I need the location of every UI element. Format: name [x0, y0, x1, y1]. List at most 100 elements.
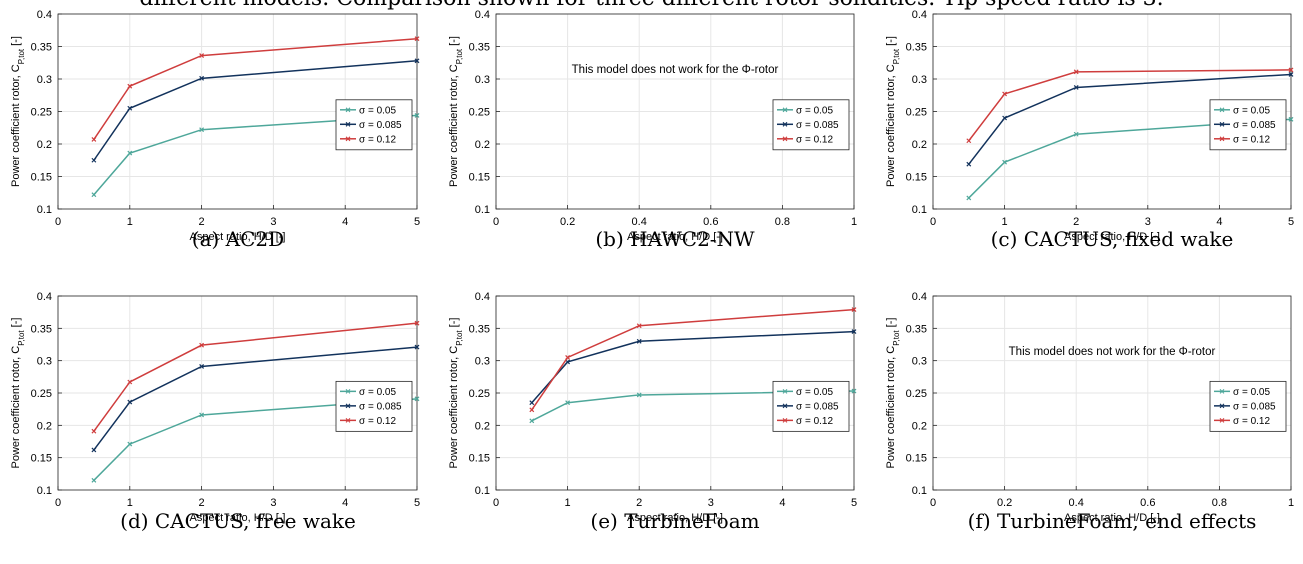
x-tick-label: 4: [342, 497, 348, 509]
x-tick-label: 0: [55, 497, 61, 509]
data-point: [529, 418, 535, 424]
x-tick-label: 5: [1288, 216, 1294, 228]
legend-entry: σ = 0.085: [796, 120, 839, 131]
series-line: [93, 37, 418, 140]
legend-entry: σ = 0.12: [1233, 416, 1270, 427]
y-axis-label: Power coefficient rotor, CP,tot [-]: [10, 318, 26, 469]
data-point: [966, 138, 972, 144]
data-point: [565, 355, 571, 360]
y-tick-label: 0.25: [31, 388, 52, 400]
data-point: [127, 105, 133, 111]
x-tick-label: 0.4: [632, 216, 647, 228]
y-tick-label: 0.15: [469, 172, 490, 184]
x-tick-label: 1: [1002, 216, 1008, 228]
y-axis-label: Power coefficient rotor, CP,tot [-]: [448, 36, 464, 187]
data-point: [91, 192, 97, 198]
series-line: [93, 60, 418, 161]
data-point: [1002, 115, 1008, 121]
series-line: [93, 322, 418, 432]
x-axis-label: Aspect ratio, H/D [-]: [190, 512, 286, 524]
data-point: [851, 307, 857, 313]
x-tick-label: 5: [414, 497, 420, 509]
data-point: [1288, 116, 1294, 122]
y-tick-label: 0.25: [31, 107, 52, 119]
legend-entry: σ = 0.05: [796, 387, 833, 398]
y-tick-label: 0.4: [37, 9, 52, 21]
y-tick-label: 0.25: [469, 107, 490, 119]
x-tick-label: 1: [127, 216, 133, 228]
data-point: [199, 75, 205, 81]
y-tick-label: 0.1: [912, 485, 927, 497]
y-tick-label: 0.2: [37, 420, 52, 432]
y-tick-label: 0.15: [906, 453, 927, 465]
data-point: [1288, 67, 1294, 73]
data-point: [529, 407, 535, 413]
y-axis-label: Power coefficient rotor, CP,tot [-]: [10, 36, 26, 187]
x-tick-label: 0.2: [560, 216, 575, 228]
y-tick-label: 0.2: [475, 420, 490, 432]
x-tick-label: 2: [199, 497, 205, 509]
data-point: [91, 157, 97, 163]
legend-entry: σ = 0.05: [1233, 105, 1270, 116]
x-tick-label: 0.8: [1212, 497, 1227, 509]
panel-caption: (d) CACTUS, free wake: [120, 509, 356, 533]
data-point: [1073, 69, 1079, 75]
x-tick-label: 5: [414, 216, 420, 228]
panel-caption: (b) HAWC2-NW: [595, 227, 755, 251]
x-tick-label: 0.4: [1069, 497, 1084, 509]
panel-caption: (e) TurbineFoam: [590, 509, 759, 533]
y-tick-label: 0.35: [31, 323, 52, 335]
y-tick-label: 0.1: [912, 204, 927, 216]
chart-panel-2: 0 0.2 0.4 0.6 0.8 1 0.1 0.15 0.2 0.25 0.3 0.35 0.4 As…: [448, 9, 857, 251]
data-point: [199, 342, 205, 348]
series-line: [93, 114, 418, 196]
x-tick-label: 0: [493, 216, 499, 228]
legend: σ = 0.05 σ = 0.085 σ = 0.12: [1209, 99, 1287, 151]
data-point: [127, 379, 133, 385]
chart-panel-6: 0 0.2 0.4 0.6 0.8 1 0.1 0.15 0.2 0.25 0.3 0.35 0.4 As…: [885, 291, 1294, 533]
x-tick-label: 0.8: [775, 216, 790, 228]
x-tick-label: 1: [127, 497, 133, 509]
legend: σ = 0.05 σ = 0.085 σ = 0.12: [1209, 380, 1287, 432]
chart-panel-3: 0 1 2 3 4 5 0.1 0.15 0.2 0.25 0.3 0.35 0.4 Aspect rat…: [885, 9, 1294, 251]
legend: σ = 0.05 σ = 0.085 σ = 0.12: [772, 380, 850, 432]
legend-entry: σ = 0.12: [359, 416, 396, 427]
y-tick-label: 0.15: [31, 172, 52, 184]
x-tick-label: 0: [493, 497, 499, 509]
legend-entry: σ = 0.05: [359, 105, 396, 116]
y-tick-label: 0.35: [31, 42, 52, 54]
x-tick-label: 3: [708, 497, 714, 509]
x-tick-label: 1: [1288, 497, 1294, 509]
y-tick-label: 0.15: [469, 453, 490, 465]
y-tick-label: 0.4: [475, 9, 490, 21]
data-point: [127, 441, 133, 447]
legend-entry: σ = 0.05: [1233, 387, 1270, 398]
x-tick-label: 0: [930, 216, 936, 228]
panel-note: This model does not work for the Φ-rotor: [572, 64, 779, 76]
legend-entry: σ = 0.12: [796, 416, 833, 427]
data-point: [966, 161, 972, 167]
legend-entry: σ = 0.085: [1233, 401, 1276, 412]
data-point: [199, 364, 205, 369]
y-tick-label: 0.15: [906, 172, 927, 184]
series-line: [968, 73, 1292, 165]
x-axis-label: Aspect ratio, H/D [-]: [1064, 231, 1160, 243]
y-tick-label: 0.4: [912, 291, 927, 303]
y-tick-label: 0.15: [31, 453, 52, 465]
legend-entry: σ = 0.085: [359, 120, 402, 131]
y-tick-label: 0.4: [475, 291, 490, 303]
y-tick-label: 0.2: [912, 420, 927, 432]
data-point: [414, 344, 420, 350]
legend-entry: σ = 0.12: [359, 134, 396, 145]
legend: σ = 0.05 σ = 0.085 σ = 0.12: [335, 380, 413, 432]
y-tick-label: 0.35: [469, 323, 490, 335]
y-axis-label: Power coefficient rotor, CP,tot [-]: [885, 36, 901, 187]
data-point: [199, 127, 205, 133]
y-tick-label: 0.3: [37, 74, 52, 86]
data-point: [636, 392, 642, 398]
data-point: [1073, 85, 1079, 90]
legend-entry: σ = 0.05: [796, 105, 833, 116]
data-point: [199, 412, 205, 418]
x-tick-label: 4: [1216, 216, 1222, 228]
